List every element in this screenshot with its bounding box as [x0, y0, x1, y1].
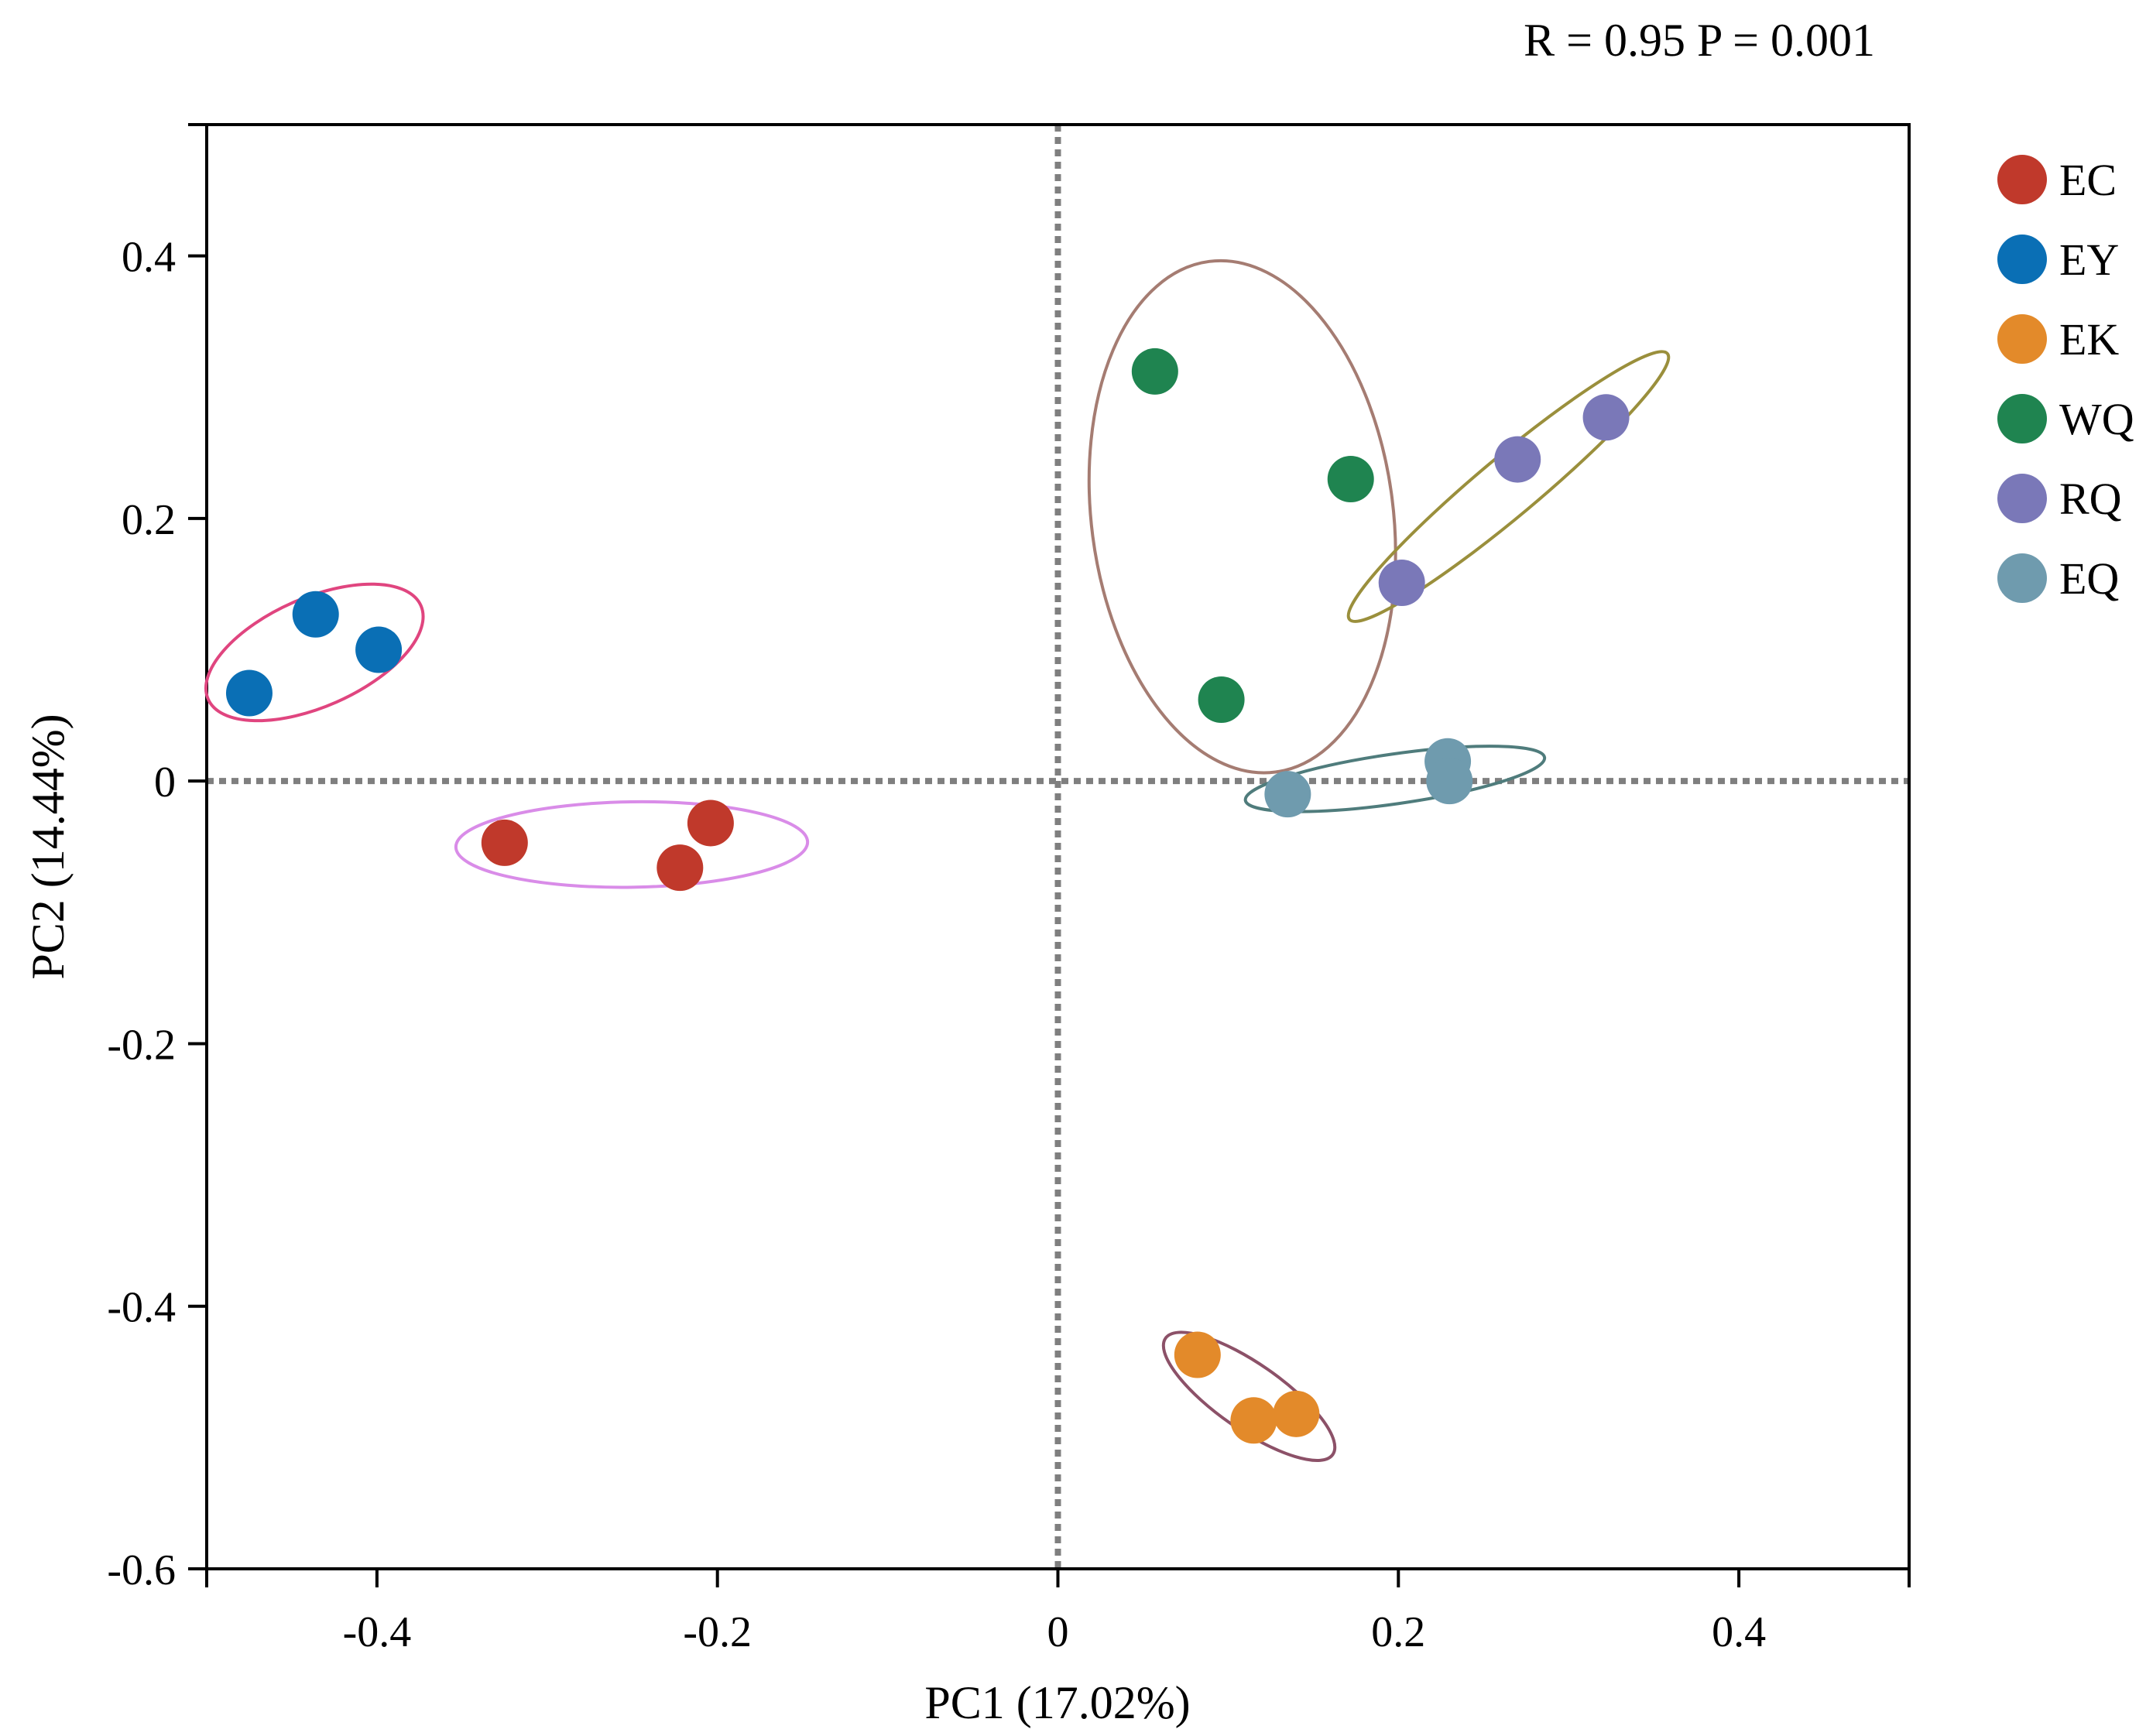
x-axis-title: PC1 (17.02%)	[924, 1677, 1190, 1728]
point-ec	[687, 800, 734, 847]
data-points	[225, 348, 1630, 1444]
x-tick-label: 0.4	[1712, 1608, 1766, 1656]
ellipse-wq	[1087, 259, 1397, 775]
legend-marker-ec	[1997, 155, 2047, 204]
ellipse-eq	[1243, 745, 1547, 813]
group-ellipses	[204, 259, 1671, 1462]
point-ey	[225, 669, 273, 717]
point-ek	[1230, 1397, 1277, 1444]
point-eq	[1426, 758, 1473, 805]
point-wq	[1327, 456, 1374, 503]
ellipse-ec	[454, 800, 810, 889]
point-wq	[1198, 676, 1245, 724]
y-tick-label: 0.2	[122, 496, 176, 544]
legend-marker-ey	[1997, 235, 2047, 284]
axis-ticks: -0.4 -0.2 0 0.2 0.4 -0.6 -0.4 -0.2 0 0.2 0.4	[107, 123, 1911, 1656]
reference-lines	[207, 125, 1909, 1569]
legend-label-ey: EY	[2059, 235, 2119, 285]
legend-label-rq: RQ	[2059, 474, 2122, 524]
point-rq	[1378, 560, 1425, 607]
legend-label-eq: EQ	[2059, 553, 2119, 604]
x-tick-label: 0.2	[1371, 1608, 1425, 1656]
point-ek	[1273, 1390, 1320, 1437]
legend-marker-rq	[1997, 474, 2047, 523]
stat-annotation: R = 0.95 P = 0.001	[1524, 15, 1875, 66]
ellipse-rq	[1346, 350, 1671, 623]
x-tick-label: -0.2	[683, 1608, 752, 1656]
point-ec	[656, 844, 704, 892]
legend: EC EY EK WQ RQ EQ	[1997, 155, 2134, 604]
legend-marker-eq	[1997, 553, 2047, 603]
legend-label-ec: EC	[2059, 155, 2117, 205]
legend-marker-wq	[1997, 394, 2047, 443]
point-eq	[1264, 771, 1311, 818]
ellipse-ek	[1161, 1330, 1337, 1462]
y-tick-label: 0	[154, 758, 176, 806]
point-wq	[1131, 348, 1178, 395]
y-tick-label: -0.6	[107, 1546, 176, 1594]
point-ey	[355, 626, 403, 673]
ellipse-ey	[204, 582, 425, 723]
x-tick-label: 0	[1047, 1608, 1069, 1656]
point-ek	[1174, 1331, 1221, 1378]
point-rq	[1494, 436, 1541, 483]
y-tick-label: -0.4	[107, 1284, 176, 1332]
y-tick-label: -0.2	[107, 1021, 176, 1069]
legend-label-wq: WQ	[2059, 394, 2134, 444]
y-axis-title: PC2 (14.44%)	[22, 714, 74, 979]
x-tick-label: -0.4	[343, 1608, 412, 1656]
point-ec	[481, 819, 528, 866]
point-rq	[1582, 394, 1630, 441]
point-ey	[292, 591, 339, 638]
y-tick-label: 0.4	[122, 234, 176, 282]
legend-marker-ek	[1997, 314, 2047, 364]
legend-label-ek: EK	[2059, 314, 2119, 365]
